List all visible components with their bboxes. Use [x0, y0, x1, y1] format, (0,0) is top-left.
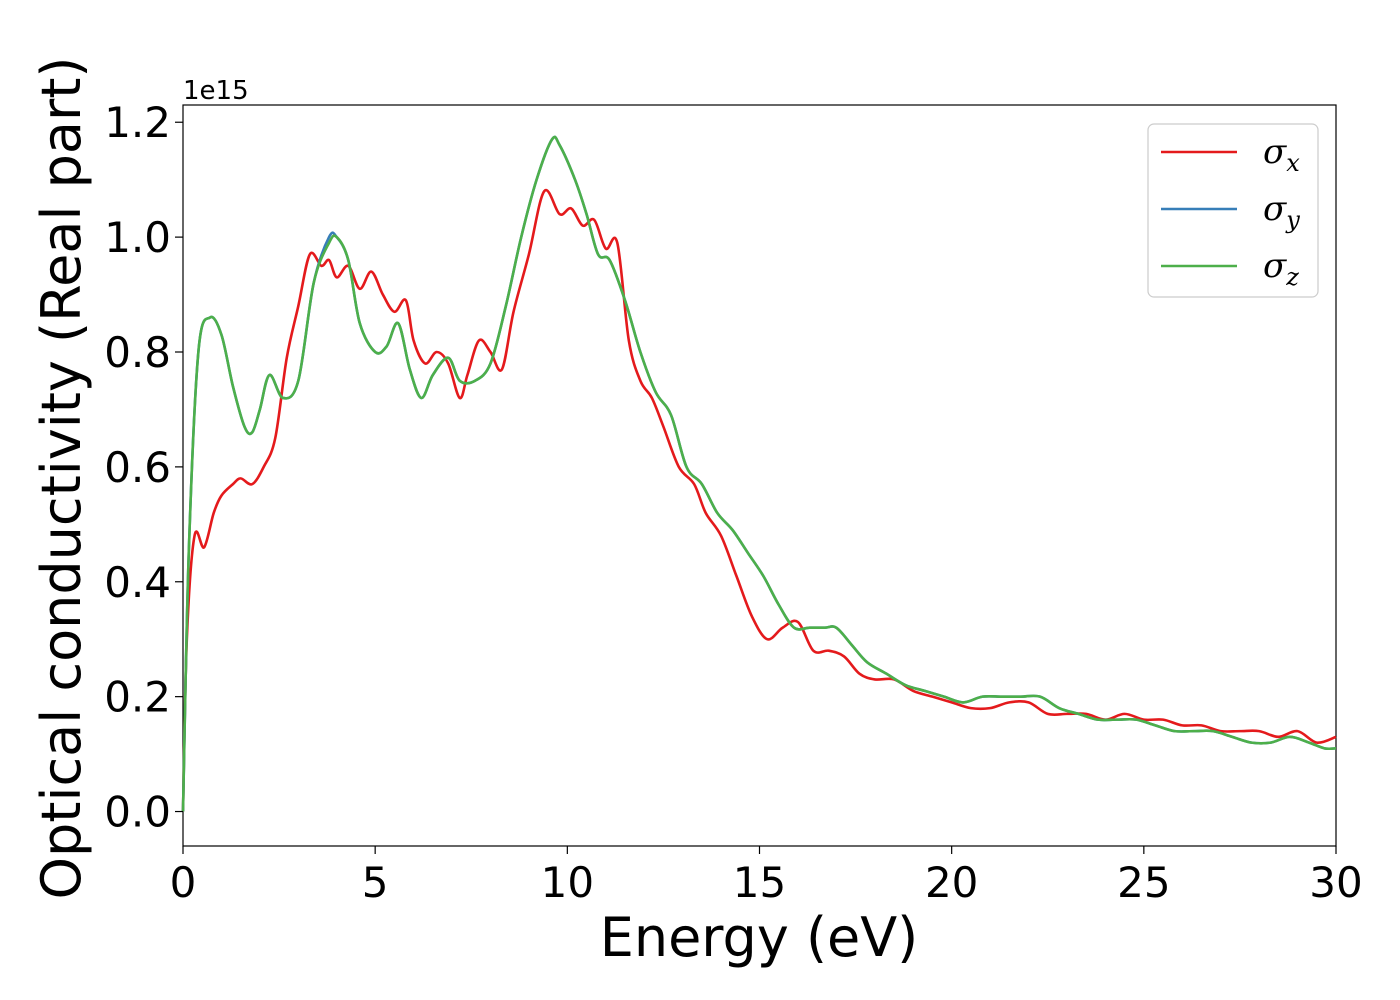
legend-label-x: σx [1263, 132, 1300, 177]
y-axis-ticks: 0.0 0.2 0.4 0.6 0.8 1.0 1.2 [104, 98, 183, 837]
y-tick-label: 0.2 [104, 673, 171, 722]
legend: σx σy σz [1147, 123, 1319, 298]
y-tick-label: 0.4 [104, 558, 171, 607]
y-tick-label: 0.0 [104, 788, 171, 837]
legend-label-y: σy [1263, 189, 1300, 234]
x-tick-label: 20 [925, 858, 978, 907]
legend-label-z: σz [1263, 246, 1299, 291]
y-tick-label: 0.8 [104, 328, 171, 377]
legend-box [1147, 123, 1319, 298]
series-line-z [181, 135, 1337, 812]
x-tick-label: 5 [362, 858, 389, 907]
x-tick-label: 10 [541, 858, 594, 907]
x-tick-label: 15 [733, 858, 786, 907]
x-axis-title: Energy (eV) [600, 906, 919, 969]
y-tick-label: 0.6 [104, 443, 171, 492]
x-tick-label: 25 [1117, 858, 1170, 907]
series-layer [181, 135, 1337, 812]
y-axis-title: Optical conductivity (Real part) [30, 57, 93, 900]
x-tick-label: 30 [1309, 858, 1362, 907]
x-tick-label: 0 [170, 858, 197, 907]
series-line-x [181, 188, 1337, 812]
y-offset-label: 1e15 [183, 76, 249, 106]
y-tick-label: 1.0 [104, 213, 171, 262]
y-tick-label: 1.2 [104, 98, 171, 147]
x-axis-ticks: 0 5 10 15 20 25 30 [170, 846, 1363, 907]
